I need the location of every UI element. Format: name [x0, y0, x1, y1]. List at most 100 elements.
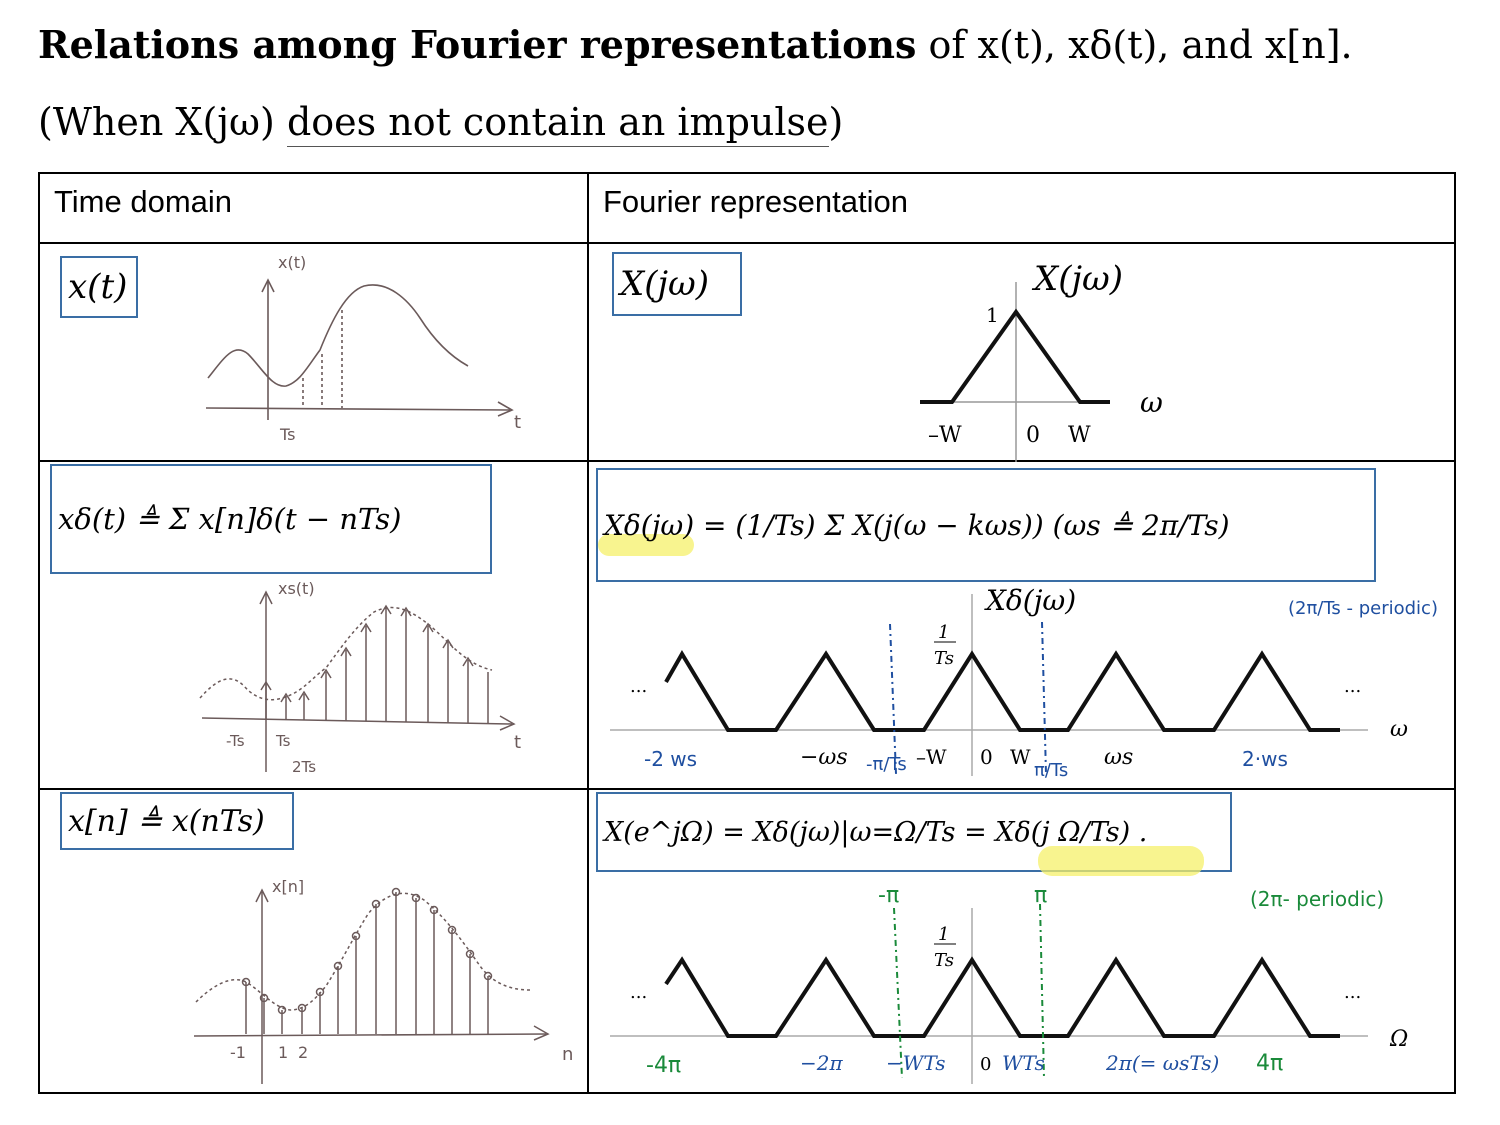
Xejw-plot: ... ... 1 Ts Ω −2π −WTs 0 WTs 2π(= ωsTs)… — [610, 883, 1408, 1084]
Xdelta-plot-tick-zero: 0 — [980, 745, 993, 769]
Xjw-plot-axis-label: ω — [1140, 386, 1163, 419]
Xjw-plot: 1 X(jω) –W 0 W ω — [920, 259, 1163, 462]
Xejw-plot-hand-pi: π — [1034, 883, 1047, 908]
Xdelta-plot-ellipsis-left: ... — [630, 676, 647, 697]
subtitle-underlined: does not contain an impulse — [286, 100, 829, 147]
Xdelta-plot-hand-2ws: 2·ws — [1242, 747, 1288, 771]
Xdelta-plot-ellipsis-right: ... — [1344, 676, 1361, 697]
Xdelta-plot-tick-neg-w: –W — [916, 745, 947, 769]
xdelta-sketch-tick-Ts: Ts — [275, 732, 291, 750]
xdelta-definition-text: xδ(t) ≜ Σ x[n]δ(t − nTs) — [58, 502, 402, 536]
Xejw-plot-hand-neg-pi: -π — [878, 883, 899, 908]
Xdelta-plot-hand-neg-2ws: -2 ws — [644, 747, 697, 771]
xn-sketch-n-label: n — [562, 1044, 573, 1065]
xn-sketch-stems — [245, 892, 489, 1034]
xdelta-sketch-y-arrow — [259, 590, 273, 605]
Xejw-plot-axis-label: Ω — [1389, 1027, 1408, 1052]
Xejw-plot-tick-2pi: 2π(= ωsTs) — [1105, 1051, 1219, 1075]
xn-sketch-tick-2: 2 — [298, 1043, 308, 1062]
column-divider — [587, 174, 589, 1092]
xt-sketch-x-arrow — [497, 401, 514, 417]
xn-definition-box: x[n] ≜ x(nTs) — [60, 792, 294, 850]
subtitle-open: (When X(jω) — [38, 100, 287, 144]
xt-sketch: x(t) t Ts — [205, 253, 521, 444]
Xjw-definition-text: X(jω) — [620, 264, 710, 304]
xdelta-sketch-tick-2Ts: 2Ts — [292, 758, 316, 776]
xdelta-sketch-label: xs(t) — [278, 579, 315, 598]
xdelta-sketch-tick-neg-Ts: -Ts — [226, 732, 245, 750]
Xejw-plot-peak-den: Ts — [934, 950, 954, 971]
Xdelta-plot-peak-den: Ts — [934, 648, 954, 669]
title-bold: Relations among Fourier representations — [38, 22, 917, 67]
Xdelta-plot-neg-pi-line — [889, 623, 897, 775]
header-fourier-representation: Fourier representation — [603, 184, 908, 219]
Xdelta-plot-hand-neg-pi-Ts: -π/Ts — [866, 754, 907, 775]
xn-definition-text: x[n] ≜ x(nTs) — [68, 803, 265, 839]
xdelta-sketch-arrowheads — [260, 604, 474, 703]
xn-sketch-label: x[n] — [272, 877, 304, 896]
xt-sketch-curve — [207, 284, 469, 387]
Xejw-plot-tick-neg-wts: −WTs — [886, 1051, 945, 1075]
subtitle-close: ) — [828, 100, 844, 144]
xn-sketch-x-arrow — [533, 1025, 550, 1041]
Xejw-definition-box: X(e^jΩ) = Xδ(jω)|ω=Ω/Ts = Xδ(j Ω/Ts) . — [596, 792, 1232, 876]
Xejw-plot-waveform — [664, 956, 1340, 1038]
Xdelta-definition-text: Xδ(jω) = (1/Ts) Σ X(j(ω − kωs)) (ωs ≜ 2π… — [604, 508, 1230, 542]
xn-sketch-tick-neg1: -1 — [230, 1043, 246, 1062]
Xdelta-plot: ... ... 1 Ts Xδ(jω) ω −ωs –W 0 W ωs -2 w… — [610, 584, 1438, 781]
Xdelta-plot-tick-ws: ωs — [1104, 745, 1133, 770]
Xjw-plot-w: W — [1068, 423, 1091, 448]
Xejw-plot-tick-neg-2pi: −2π — [800, 1051, 843, 1075]
xn-sketch-sample-dots — [241, 887, 493, 1015]
row-divider-1 — [40, 460, 1454, 462]
Xdelta-plot-periodic-note: (2π/Ts - periodic) — [1288, 598, 1438, 619]
Xejw-plot-neg-pi-line — [893, 907, 903, 1079]
Xdelta-plot-pi-line — [1041, 621, 1047, 775]
Xjw-plot-zero: 0 — [1026, 423, 1040, 448]
Xejw-plot-tick-wts: WTs — [1002, 1051, 1045, 1075]
Xejw-plot-peak-num: 1 — [938, 924, 949, 945]
xn-sketch-y-arrow — [255, 888, 269, 903]
Xejw-plot-periodic-note: (2π- periodic) — [1250, 887, 1384, 911]
Xjw-plot-title: X(jω) — [1031, 259, 1123, 299]
Xejw-plot-hand-neg-4pi: -4π — [646, 1053, 681, 1078]
title-rest: of x(t), xδ(t), and x[n]. — [916, 23, 1353, 67]
Xdelta-plot-waveform — [664, 650, 1340, 732]
Xdelta-plot-tick-neg-ws: −ωs — [800, 745, 848, 770]
xt-sketch-x-axis — [205, 407, 511, 411]
Xjw-plot-triangle — [920, 308, 1110, 404]
header-time-domain: Time domain — [54, 184, 233, 219]
Xdelta-definition-box: Xδ(jω) = (1/Ts) Σ X(j(ω − kωs)) (ωs ≜ 2π… — [596, 468, 1376, 582]
page-subtitle: (When X(jω) does not contain an impulse) — [38, 100, 844, 147]
Xdelta-plot-hand-pi-Ts: π/Ts — [1034, 760, 1068, 781]
Xdelta-plot-title: Xδ(jω) — [984, 584, 1076, 617]
Xejw-plot-pi-line — [1039, 903, 1045, 1079]
Xejw-plot-ellipsis-left: ... — [630, 982, 647, 1003]
xn-sketch-tick-1: 1 — [278, 1043, 288, 1062]
xt-sketch-sample-lines — [302, 310, 343, 408]
page-title: Relations among Fourier representations … — [38, 22, 1353, 67]
Xdelta-plot-tick-w: W — [1010, 745, 1031, 769]
Xejw-highlight — [1038, 846, 1204, 876]
xt-definition-box: x(t) — [60, 256, 138, 318]
Xdelta-highlight — [598, 534, 694, 556]
relations-table: Time domain Fourier representation x(t) … — [38, 172, 1456, 1094]
xdelta-sketch-x-arrow — [499, 715, 516, 731]
Xjw-definition-box: X(jω) — [612, 252, 742, 316]
Xdelta-plot-axis-label: ω — [1390, 717, 1408, 742]
xdelta-sketch-x-axis — [201, 717, 513, 725]
xt-sketch-label: x(t) — [278, 253, 306, 272]
xn-sketch-x-axis — [193, 1033, 547, 1037]
xt-sketch-t-label: t — [514, 412, 521, 433]
Xejw-plot-ellipsis-right: ... — [1344, 982, 1361, 1003]
xt-sketch-y-arrow — [261, 278, 275, 293]
xdelta-sketch-t-label: t — [514, 732, 521, 753]
Xejw-definition-text: X(e^jΩ) = Xδ(jω)|ω=Ω/Ts = Xδ(j Ω/Ts) . — [604, 816, 1148, 848]
xn-sketch-envelope — [195, 892, 531, 1011]
xdelta-sketch-impulses — [265, 608, 489, 723]
xdelta-definition-box: xδ(t) ≜ Σ x[n]δ(t − nTs) — [50, 464, 492, 574]
xt-sketch-Ts-label: Ts — [279, 425, 295, 444]
row-divider-2 — [40, 788, 1454, 790]
row-divider-header — [40, 242, 1454, 244]
xn-sketch: x[n] n -1 1 2 — [193, 877, 573, 1084]
